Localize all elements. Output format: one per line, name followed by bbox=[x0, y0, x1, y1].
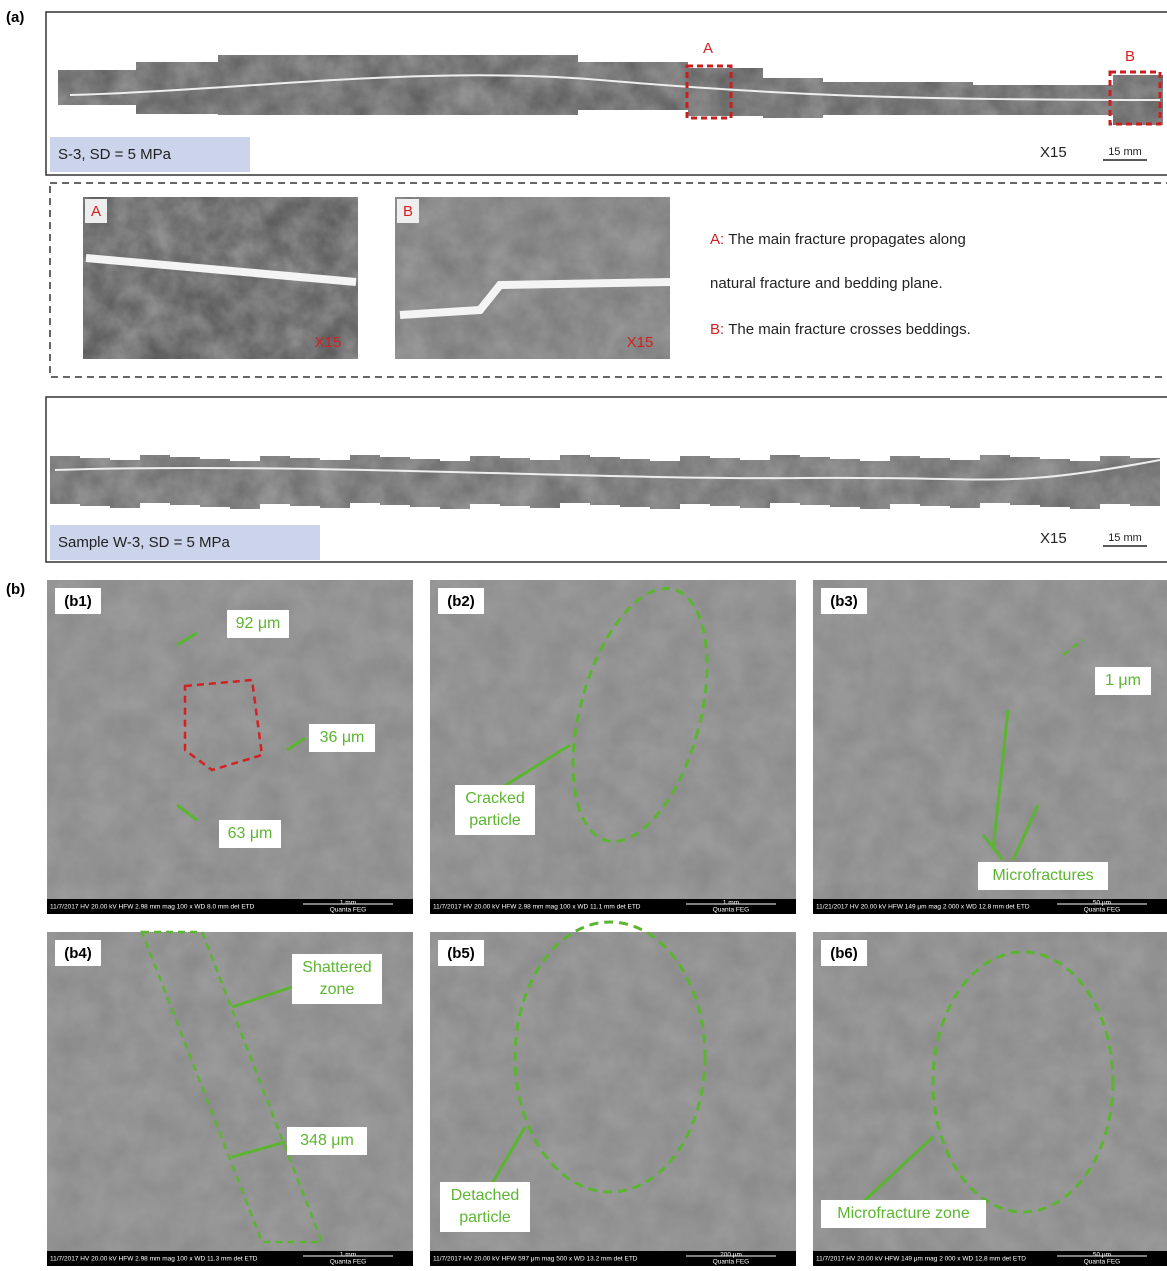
image-texture bbox=[350, 455, 380, 503]
footer: Quanta FEG bbox=[1084, 1259, 1121, 1266]
annotation: Detached bbox=[451, 1187, 520, 1204]
scale-label: 15 mm bbox=[1108, 532, 1142, 544]
panel-label: (b6) bbox=[830, 945, 858, 962]
footer: Quanta FEG bbox=[713, 1259, 750, 1266]
panel-label: (b5) bbox=[447, 945, 475, 962]
panel-label: (a) bbox=[6, 9, 24, 26]
panel-label: (b3) bbox=[830, 593, 858, 610]
legend-line: natural fracture and bedding plane. bbox=[710, 275, 943, 292]
image-texture bbox=[800, 457, 830, 505]
annotation: 92 μm bbox=[236, 615, 281, 632]
image-texture bbox=[500, 458, 530, 506]
scale-label: 1 mm bbox=[723, 900, 739, 907]
image-texture bbox=[680, 456, 710, 504]
scale-label: 200 μm bbox=[720, 1252, 742, 1259]
image-texture bbox=[440, 461, 470, 509]
legend-text: The main fracture crosses beddings. bbox=[728, 321, 971, 338]
image-texture bbox=[430, 580, 796, 914]
image-texture bbox=[1100, 456, 1130, 504]
panel-label: (b) bbox=[6, 581, 25, 598]
image-texture bbox=[920, 458, 950, 506]
image-texture bbox=[950, 460, 980, 508]
info: 11/7/2017 HV 20.00 kV HFW 597 μm mag 500… bbox=[433, 1256, 638, 1263]
footer: Quanta FEG bbox=[330, 1259, 367, 1266]
image-texture bbox=[530, 460, 560, 508]
image-texture bbox=[50, 456, 80, 504]
scale-label: 1 mm bbox=[340, 900, 356, 907]
magnification: X15 bbox=[1040, 144, 1067, 161]
annotation: Microfracture zone bbox=[837, 1205, 970, 1222]
image-texture bbox=[763, 78, 823, 118]
image-texture bbox=[170, 457, 200, 505]
image-texture bbox=[110, 460, 140, 508]
scale-label: 15 mm bbox=[1108, 146, 1142, 158]
info: 11/7/2017 HV 20.00 kV HFW 2.98 mm mag 10… bbox=[50, 904, 255, 911]
image-texture bbox=[200, 459, 230, 507]
info: 11/21/2017 HV 20.00 kV HFW 149 μm mag 2 … bbox=[816, 904, 1030, 911]
footer: Quanta FEG bbox=[713, 907, 750, 914]
image-texture bbox=[380, 457, 410, 505]
annotation: Shattered bbox=[302, 959, 371, 976]
annotation: 63 μm bbox=[228, 825, 273, 842]
info: 11/7/2017 HV 20.00 kV HFW 149 μm mag 2 0… bbox=[816, 1256, 1026, 1263]
footer: Quanta FEG bbox=[1084, 907, 1121, 914]
image-texture bbox=[1010, 457, 1040, 505]
image-texture bbox=[410, 459, 440, 507]
panel-label: (b2) bbox=[447, 593, 475, 610]
image-texture bbox=[1040, 459, 1070, 507]
footer: Quanta FEG bbox=[330, 907, 367, 914]
caption: Sample W-3, SD = 5 MPa bbox=[58, 534, 231, 551]
legend-text: The main fracture propagates along bbox=[728, 231, 966, 248]
annotation: 348 μm bbox=[300, 1132, 354, 1149]
scale-label: 50 μm bbox=[1093, 900, 1111, 907]
image-texture bbox=[620, 459, 650, 507]
legend-line: A:The main fracture propagates along bbox=[710, 231, 966, 248]
legend-key: A: bbox=[710, 231, 724, 248]
annotation: particle bbox=[469, 812, 521, 829]
legend-text: natural fracture and bedding plane. bbox=[710, 275, 943, 292]
annotation: Microfractures bbox=[992, 867, 1093, 884]
annotation: particle bbox=[459, 1209, 511, 1226]
inset-label: A bbox=[91, 203, 101, 220]
scale-label: 1 mm bbox=[340, 1252, 356, 1259]
image-texture bbox=[1070, 461, 1100, 509]
figure: (a) (b) A B S-3, SD = 5 MPa X15 15 mm Sample … bbox=[0, 0, 1167, 1266]
annotation: Cracked bbox=[465, 790, 525, 807]
marker-label: B bbox=[1125, 48, 1135, 65]
image-texture bbox=[470, 456, 500, 504]
image-texture bbox=[688, 68, 763, 116]
info: 11/7/2017 HV 20.00 kV HFW 2.98 mm mag 10… bbox=[433, 904, 641, 911]
legend-key: B: bbox=[710, 321, 724, 338]
image-texture bbox=[590, 457, 620, 505]
inset-label: B bbox=[403, 203, 413, 220]
panel-label: (b4) bbox=[64, 945, 92, 962]
image-texture bbox=[710, 458, 740, 506]
magnification: X15 bbox=[1040, 530, 1067, 547]
image-texture bbox=[218, 55, 368, 115]
image-texture bbox=[740, 460, 770, 508]
annotation: 36 μm bbox=[320, 729, 365, 746]
image-texture bbox=[650, 461, 680, 509]
magnification: X15 bbox=[315, 334, 342, 351]
image-texture bbox=[860, 461, 890, 509]
image-texture bbox=[830, 459, 860, 507]
image-texture bbox=[260, 456, 290, 504]
marker-label: A bbox=[703, 40, 713, 57]
image-texture bbox=[58, 70, 136, 105]
image-texture bbox=[320, 460, 350, 508]
caption: S-3, SD = 5 MPa bbox=[58, 146, 172, 163]
image-texture bbox=[140, 455, 170, 503]
image-texture bbox=[80, 458, 110, 506]
magnification: X15 bbox=[627, 334, 654, 351]
info: 11/7/2017 HV 20.00 kV HFW 2.98 mm mag 10… bbox=[50, 1256, 258, 1263]
image-texture bbox=[290, 458, 320, 506]
legend-line: B:The main fracture crosses beddings. bbox=[710, 321, 971, 338]
annotation: zone bbox=[320, 981, 355, 998]
annotation: 1 μm bbox=[1105, 672, 1141, 689]
image-texture bbox=[560, 455, 590, 503]
scale-label: 50 μm bbox=[1093, 1252, 1111, 1259]
image-texture bbox=[368, 55, 578, 115]
image-texture bbox=[890, 456, 920, 504]
panel-label: (b1) bbox=[64, 593, 92, 610]
